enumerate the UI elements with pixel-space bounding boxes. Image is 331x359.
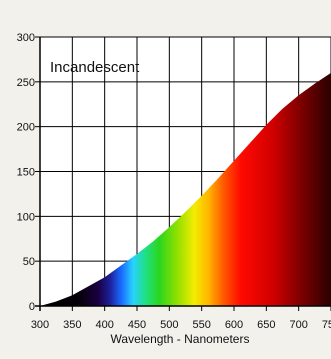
chart-title: Incandescent bbox=[50, 59, 140, 76]
x-tick-label: 500 bbox=[160, 319, 178, 331]
x-tick-label: 700 bbox=[289, 319, 307, 331]
x-tick-label: 600 bbox=[225, 319, 243, 331]
axes bbox=[35, 36, 331, 311]
x-tick-label: 450 bbox=[128, 319, 146, 331]
x-tick-label: 650 bbox=[257, 319, 275, 331]
x-tick-label: 750 bbox=[322, 319, 331, 331]
y-tick-label: 200 bbox=[17, 122, 35, 134]
tick-labels: 300 350 400 450 500 550 600 650 700 750 0 50 100 150 2… bbox=[17, 32, 331, 331]
y-tick-label: 50 bbox=[23, 256, 35, 268]
x-axis-label: Wavelength - Nanometers bbox=[111, 332, 250, 346]
y-tick-label: 300 bbox=[17, 32, 35, 44]
x-tick-label: 350 bbox=[63, 319, 81, 331]
y-tick-label: 100 bbox=[17, 211, 35, 223]
y-tick-label: 150 bbox=[17, 167, 35, 179]
x-tick-label: 400 bbox=[95, 319, 113, 331]
x-tick-label: 550 bbox=[192, 319, 210, 331]
x-tick-label: 300 bbox=[31, 319, 49, 331]
y-tick-label: 250 bbox=[17, 77, 35, 89]
spectrum-area bbox=[40, 72, 331, 307]
y-tick-label: 0 bbox=[29, 301, 35, 313]
